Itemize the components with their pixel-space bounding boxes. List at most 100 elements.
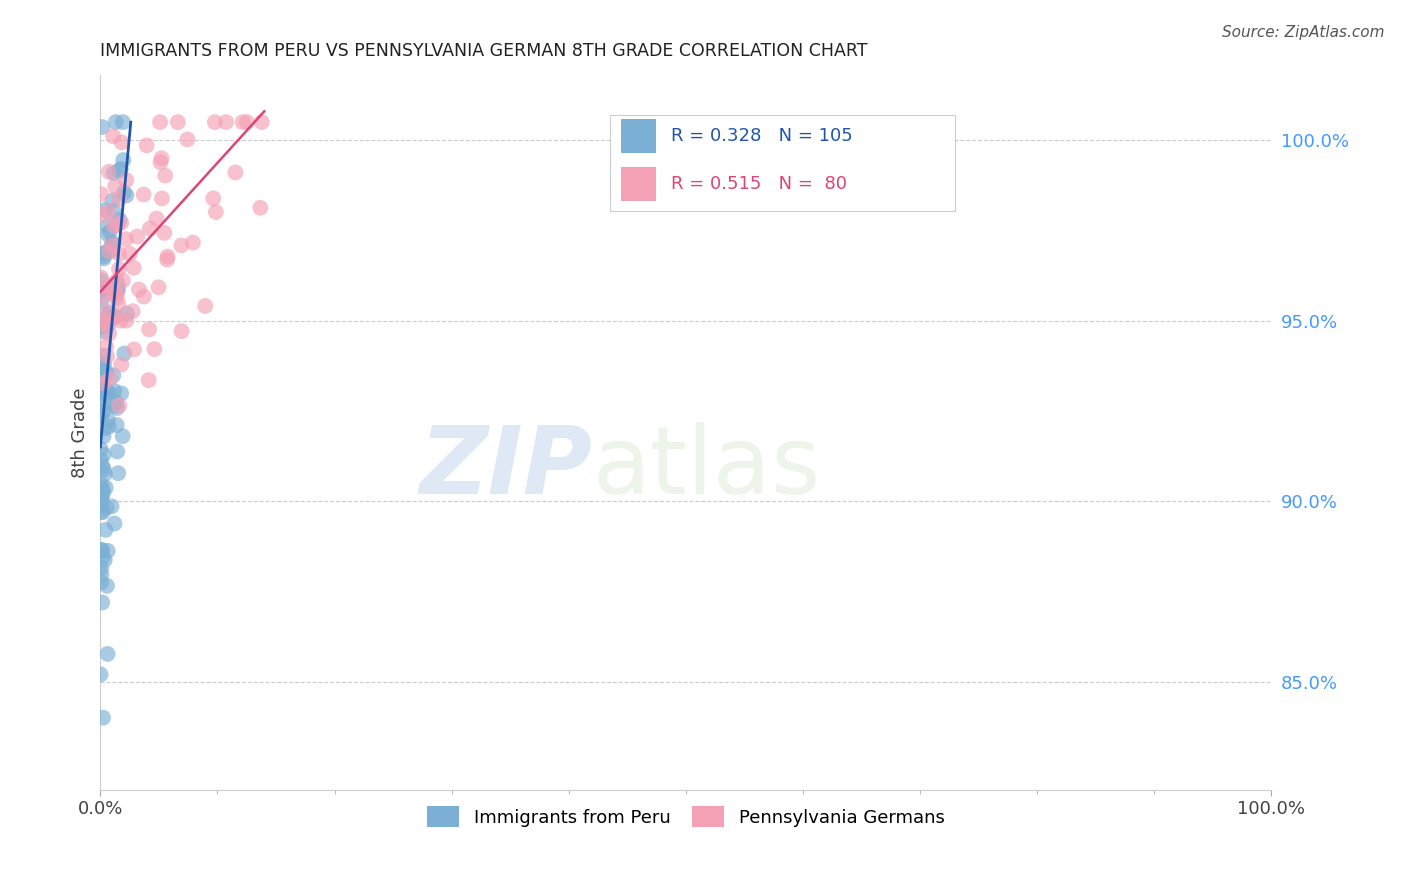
Point <box>110 216 132 230</box>
Point <box>90 477 112 491</box>
Point <box>90 409 112 424</box>
Point <box>145 211 167 226</box>
Point <box>96 384 118 398</box>
Legend: Immigrants from Peru, Pennsylvania Germans: Immigrants from Peru, Pennsylvania Germa… <box>419 799 952 835</box>
Point <box>138 373 160 387</box>
Text: ZIP: ZIP <box>419 422 592 515</box>
Point <box>104 286 127 301</box>
Point <box>91 459 114 474</box>
Point <box>128 283 150 297</box>
Point <box>97 419 120 434</box>
Point <box>205 205 228 219</box>
Point <box>90 488 112 502</box>
Point <box>97 308 120 322</box>
Point <box>98 225 121 239</box>
Point <box>91 385 114 400</box>
Point <box>91 543 114 558</box>
Point <box>112 153 135 167</box>
Point <box>108 192 131 206</box>
Point <box>103 219 125 234</box>
Point <box>90 187 112 202</box>
Point <box>91 316 114 330</box>
Point <box>91 382 114 396</box>
Point <box>93 325 115 339</box>
Point <box>111 136 134 150</box>
Point <box>97 318 120 333</box>
Point <box>105 417 128 432</box>
Point <box>105 291 128 305</box>
Point <box>94 339 117 353</box>
Point <box>90 543 112 558</box>
Point <box>115 188 138 202</box>
Point <box>194 299 217 313</box>
Point <box>107 283 129 297</box>
Point <box>93 249 115 263</box>
Point <box>148 280 170 294</box>
Point <box>97 318 120 332</box>
Point <box>105 284 128 298</box>
Text: R = 0.515   N =  80: R = 0.515 N = 80 <box>671 175 846 194</box>
Point <box>90 561 112 575</box>
Point <box>98 326 121 341</box>
Point <box>91 208 114 222</box>
Point <box>90 486 112 500</box>
Y-axis label: 8th Grade: 8th Grade <box>72 387 89 478</box>
Point <box>108 163 131 178</box>
Point <box>98 306 121 320</box>
Point <box>100 244 122 258</box>
Point <box>90 567 112 582</box>
Point <box>127 229 149 244</box>
Point <box>103 399 125 413</box>
Point <box>115 173 138 187</box>
Point <box>110 313 132 327</box>
Point <box>103 368 125 383</box>
Point <box>149 155 172 169</box>
FancyBboxPatch shape <box>621 119 657 153</box>
Point <box>90 453 112 467</box>
Point <box>104 287 127 301</box>
Point <box>121 304 143 318</box>
Point <box>91 483 114 497</box>
Point <box>156 252 179 267</box>
Point <box>107 298 129 312</box>
Point <box>104 115 127 129</box>
Point <box>108 247 131 261</box>
Point <box>153 226 176 240</box>
Point <box>98 371 121 385</box>
Point <box>94 313 117 327</box>
Point <box>90 491 112 505</box>
Point <box>103 204 125 219</box>
Point <box>91 711 114 725</box>
Point <box>139 221 162 235</box>
Point <box>89 359 111 374</box>
Point <box>89 284 111 298</box>
Point <box>93 252 115 266</box>
Point <box>97 219 120 233</box>
Point <box>150 191 173 205</box>
Point <box>156 250 179 264</box>
Point <box>96 304 118 318</box>
Point <box>90 482 112 496</box>
Point <box>232 115 254 129</box>
Point <box>202 191 225 205</box>
Point <box>98 281 121 295</box>
Point <box>104 179 127 194</box>
Point <box>155 169 177 183</box>
Point <box>96 579 118 593</box>
Point <box>91 400 114 414</box>
Point <box>138 322 160 336</box>
Point <box>105 285 128 300</box>
Point <box>91 120 114 134</box>
Point <box>93 202 115 217</box>
FancyBboxPatch shape <box>621 167 657 202</box>
Point <box>90 575 112 590</box>
Point <box>91 550 114 565</box>
Point <box>115 313 138 327</box>
Point <box>110 386 132 401</box>
Point <box>96 244 118 259</box>
Point <box>111 429 134 443</box>
Point <box>94 467 117 481</box>
Point <box>93 376 115 391</box>
Point <box>90 505 112 519</box>
Point <box>91 404 114 418</box>
